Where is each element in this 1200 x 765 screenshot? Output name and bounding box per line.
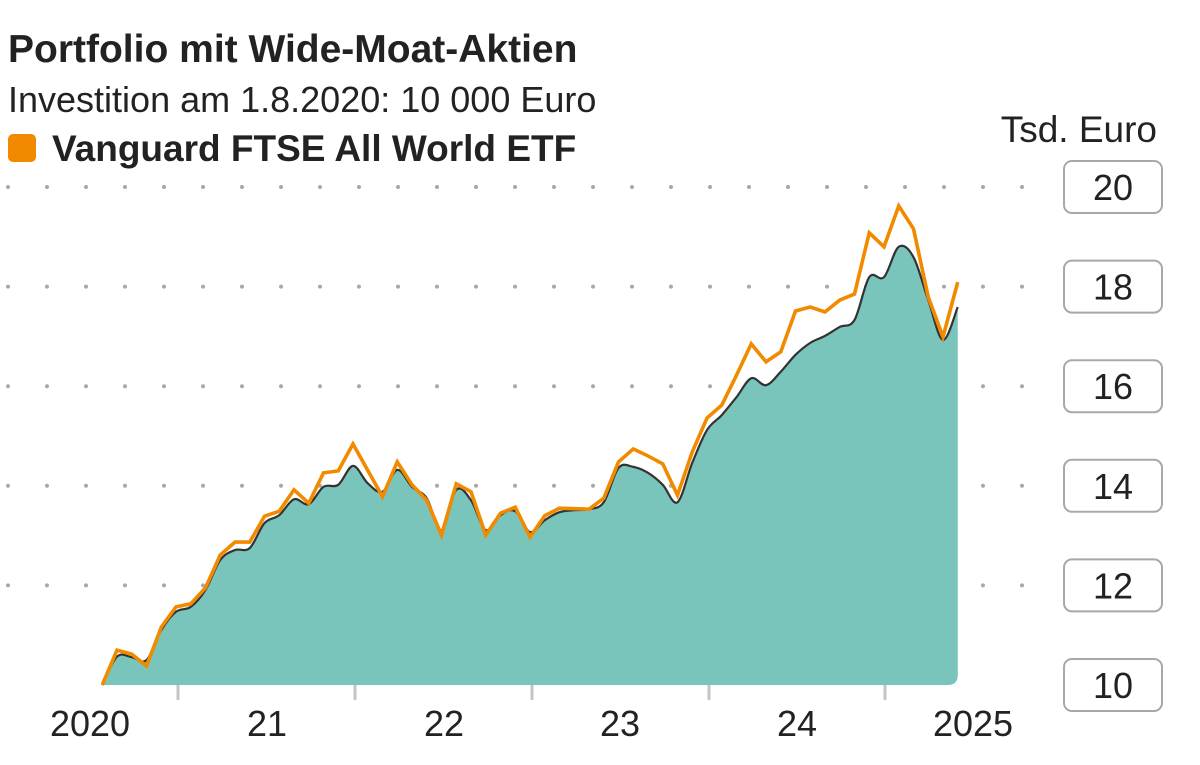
y-tick-label: 14: [1093, 466, 1133, 507]
y-tick-label: 18: [1093, 267, 1133, 308]
y-tick-box: [1063, 259, 1163, 314]
plot-area: [100, 201, 960, 686]
x-tick-label: 21: [247, 703, 287, 744]
x-tick-label: 24: [777, 703, 817, 744]
x-axis: 2020 21 22 23 24 2025: [50, 685, 1013, 744]
y-tick-box: [1063, 359, 1163, 414]
x-tick-label: 22: [424, 703, 464, 744]
portfolio-area: [102, 245, 958, 685]
x-tick-label: 23: [600, 703, 640, 744]
y-axis-unit: Tsd. Euro: [1001, 109, 1157, 150]
x-tick-label: 2025: [933, 703, 1013, 744]
y-tick-box: [1063, 160, 1163, 214]
x-tick-label: 2020: [50, 703, 130, 744]
y-tick-box: [1063, 658, 1163, 712]
y-tick-label: 16: [1093, 366, 1133, 407]
chart-title: Portfolio mit Wide-Moat-Aktien: [8, 28, 577, 71]
chart-subtitle: Investition am 1.8.2020: 10 000 Euro: [8, 79, 596, 120]
legend-swatch-etf: [8, 134, 36, 162]
y-tick-box: [1063, 558, 1163, 613]
y-tick-box: [1063, 458, 1163, 513]
legend-label-etf: Vanguard FTSE All World ETF: [52, 128, 576, 169]
y-axis: 10 12 14 16 18 20: [1063, 160, 1163, 712]
y-tick-label: 10: [1093, 665, 1133, 706]
y-tick-label: 12: [1093, 565, 1133, 606]
y-tick-label: 20: [1093, 167, 1133, 208]
